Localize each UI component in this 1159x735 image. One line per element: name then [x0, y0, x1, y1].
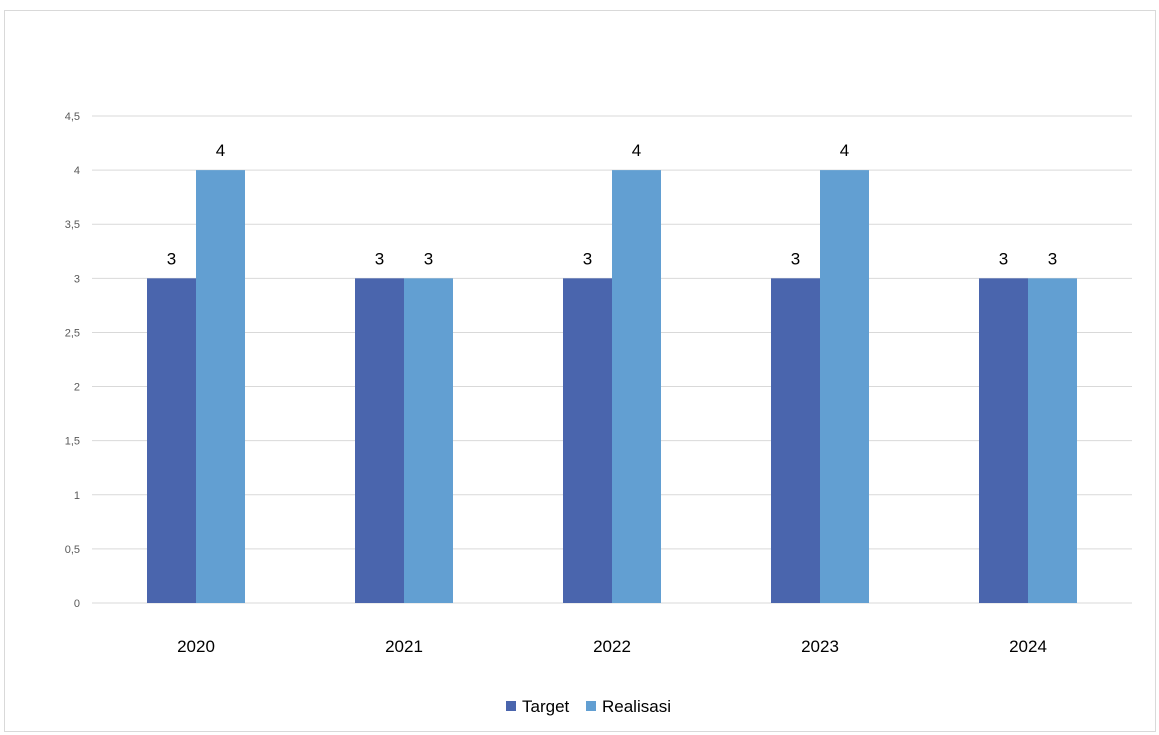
- data-labels: 3 4 3 3 3 4 3 4 3 3: [167, 141, 1057, 268]
- bar-target-2024: [979, 278, 1028, 603]
- bar-target-2020: [147, 278, 196, 603]
- data-label: 4: [216, 141, 225, 160]
- y-tick-label: 3,5: [65, 219, 80, 231]
- x-tick-label: 2021: [385, 637, 423, 656]
- bar-realisasi-2024: [1028, 278, 1077, 603]
- x-tick-label: 2020: [177, 637, 215, 656]
- data-label: 4: [632, 141, 641, 160]
- data-label: 3: [999, 249, 1008, 268]
- y-tick-label: 1: [74, 490, 80, 502]
- data-label: 3: [583, 249, 592, 268]
- data-label: 3: [424, 249, 433, 268]
- y-axis-tick-labels: 0 0,5 1 1,5 2 2,5 3 3,5 4 4,5: [65, 111, 80, 610]
- bar-target-2023: [771, 278, 820, 603]
- legend-label: Realisasi: [602, 697, 671, 716]
- y-tick-label: 3: [74, 273, 80, 285]
- y-tick-label: 4,5: [65, 111, 80, 123]
- bar-target-2021: [355, 278, 404, 603]
- legend: Target Realisasi: [506, 697, 671, 716]
- data-label: 4: [840, 141, 849, 160]
- bars: [147, 170, 1077, 603]
- data-label: 3: [791, 249, 800, 268]
- data-label: 3: [167, 249, 176, 268]
- bar-target-2022: [563, 278, 612, 603]
- x-tick-label: 2024: [1009, 637, 1047, 656]
- legend-label: Target: [522, 697, 570, 716]
- data-label: 3: [375, 249, 384, 268]
- x-axis-tick-labels: 2020 2021 2022 2023 2024: [177, 637, 1047, 656]
- y-tick-label: 1,5: [65, 436, 80, 448]
- y-tick-label: 4: [74, 165, 80, 177]
- y-tick-label: 0: [74, 598, 80, 610]
- y-tick-label: 0,5: [65, 544, 80, 556]
- bar-realisasi-2020: [196, 170, 245, 603]
- bar-realisasi-2023: [820, 170, 869, 603]
- bar-realisasi-2021: [404, 278, 453, 603]
- y-tick-label: 2,5: [65, 327, 80, 339]
- legend-swatch-realisasi: [586, 701, 596, 711]
- x-tick-label: 2023: [801, 637, 839, 656]
- y-tick-label: 2: [74, 382, 80, 394]
- data-label: 3: [1048, 249, 1057, 268]
- x-tick-label: 2022: [593, 637, 631, 656]
- bar-realisasi-2022: [612, 170, 661, 603]
- legend-swatch-target: [506, 701, 516, 711]
